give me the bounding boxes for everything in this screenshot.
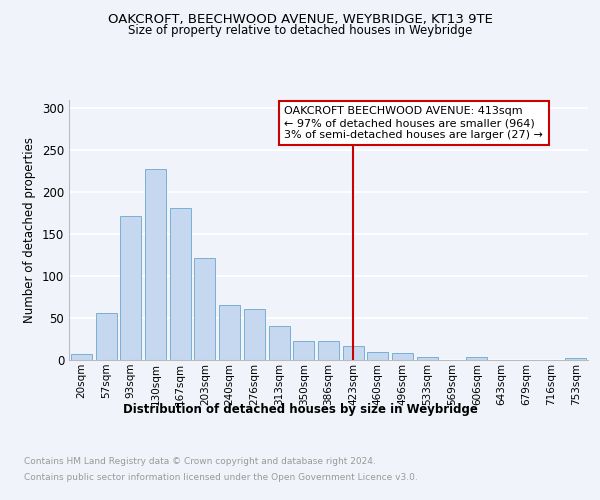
Bar — [293, 340, 314, 360]
Bar — [565, 358, 586, 360]
Text: OAKCROFT BEECHWOOD AVENUE: 413sqm
← 97% of detached houses are smaller (964)
3% : OAKCROFT BEECHWOOD AVENUE: 413sqm ← 97% … — [284, 106, 543, 140]
Bar — [194, 258, 215, 360]
Bar — [120, 216, 141, 360]
Bar — [417, 358, 438, 360]
Text: OAKCROFT, BEECHWOOD AVENUE, WEYBRIDGE, KT13 9TE: OAKCROFT, BEECHWOOD AVENUE, WEYBRIDGE, K… — [107, 12, 493, 26]
Bar — [145, 169, 166, 360]
Bar — [392, 354, 413, 360]
Bar — [343, 346, 364, 360]
Y-axis label: Number of detached properties: Number of detached properties — [23, 137, 37, 323]
Text: Distribution of detached houses by size in Weybridge: Distribution of detached houses by size … — [122, 402, 478, 415]
Text: Size of property relative to detached houses in Weybridge: Size of property relative to detached ho… — [128, 24, 472, 37]
Bar — [269, 326, 290, 360]
Bar — [244, 309, 265, 360]
Bar — [95, 313, 116, 360]
Bar — [71, 354, 92, 360]
Bar — [219, 306, 240, 360]
Bar — [367, 352, 388, 360]
Bar — [466, 358, 487, 360]
Bar — [318, 340, 339, 360]
Text: Contains HM Land Registry data © Crown copyright and database right 2024.: Contains HM Land Registry data © Crown c… — [24, 458, 376, 466]
Text: Contains public sector information licensed under the Open Government Licence v3: Contains public sector information licen… — [24, 472, 418, 482]
Bar — [170, 208, 191, 360]
